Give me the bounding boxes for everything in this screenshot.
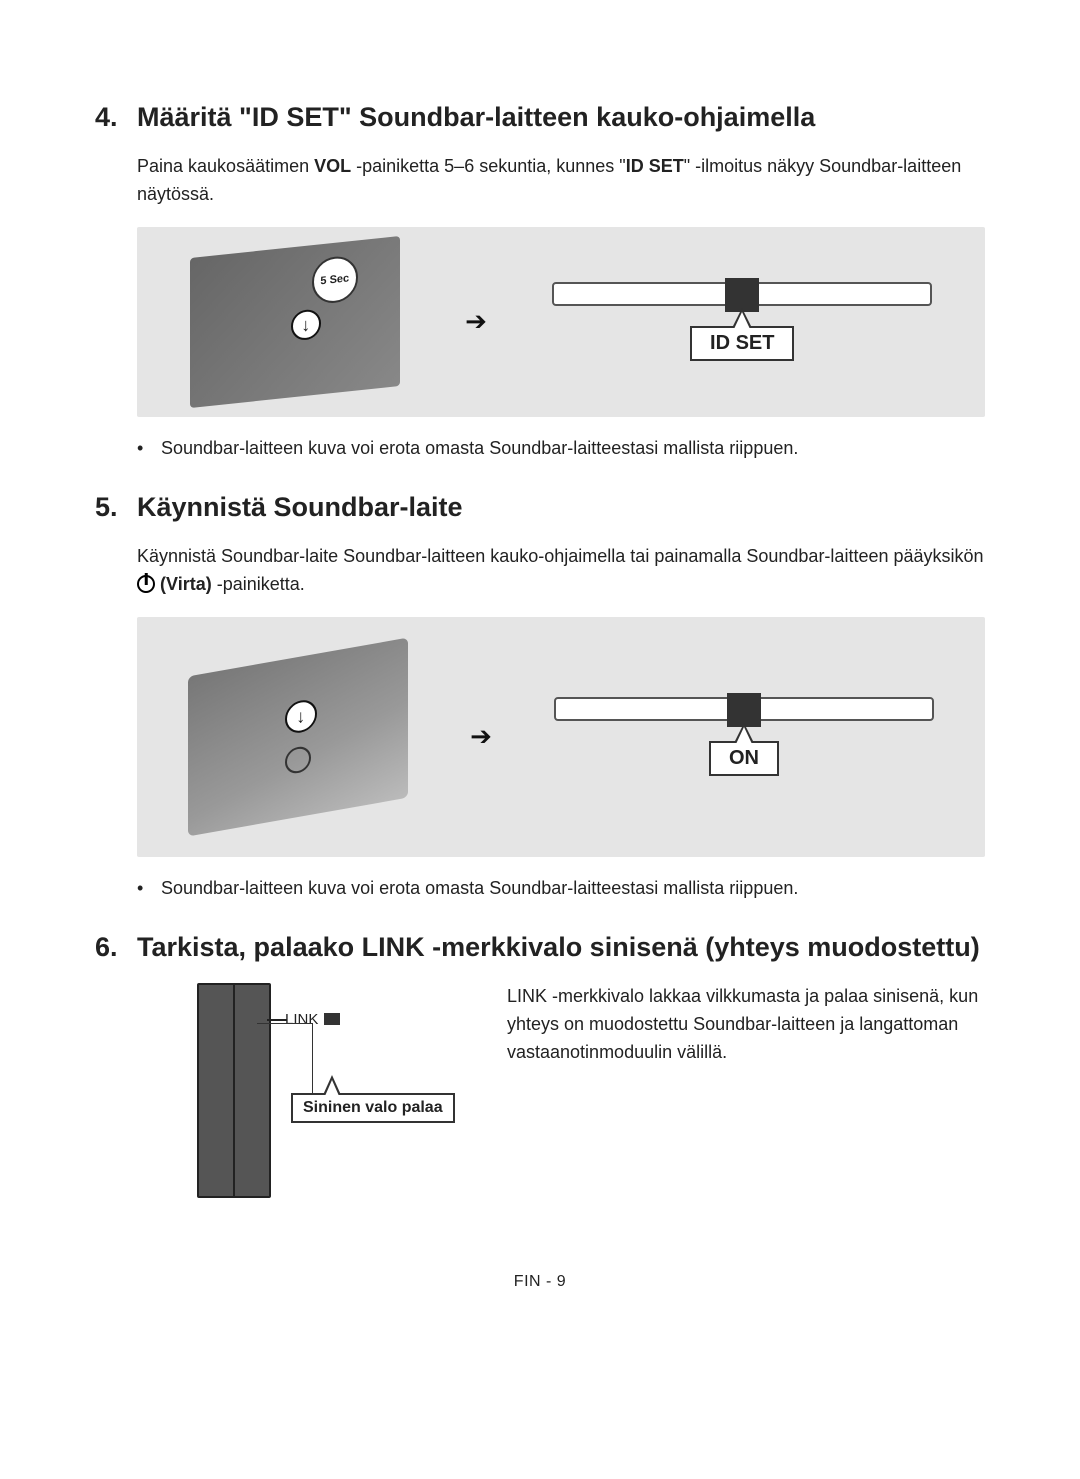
arrow-right-icon: ➔ bbox=[465, 306, 487, 337]
section-4: 4. Määritä "ID SET" Soundbar-laitteen ka… bbox=[95, 100, 985, 462]
section-6-body: LINK -merkkivalo lakkaa vilkkumasta ja p… bbox=[507, 983, 985, 1233]
page-footer: FIN - 9 bbox=[95, 1273, 985, 1291]
arrow-right-icon: ➔ bbox=[470, 721, 492, 752]
led-icon bbox=[324, 1013, 340, 1025]
press-arrow-icon: ↓ bbox=[285, 697, 317, 735]
figure-idset: 5 Sec ↓ ➔ ID SET bbox=[137, 227, 985, 417]
heading-title: Käynnistä Soundbar-laite bbox=[137, 490, 463, 525]
heading-6: 6. Tarkista, palaako LINK -merkkivalo si… bbox=[95, 930, 985, 965]
bullet-4: • Soundbar-laitteen kuva voi erota omast… bbox=[137, 435, 985, 462]
timer-icon: 5 Sec bbox=[311, 254, 357, 305]
heading-title: Tarkista, palaako LINK -merkkivalo sinis… bbox=[137, 930, 980, 965]
soundbar-icon bbox=[554, 697, 934, 721]
heading-title: Määritä "ID SET" Soundbar-laitteen kauko… bbox=[137, 100, 815, 135]
bullet-dot-icon: • bbox=[137, 875, 161, 902]
section-5-body: Käynnistä Soundbar-laite Soundbar-laitte… bbox=[137, 543, 985, 599]
soundbar-icon bbox=[552, 282, 932, 306]
power-panel-illustration: ↓ bbox=[188, 637, 408, 836]
heading-number: 6. bbox=[95, 930, 137, 965]
remote-illustration: 5 Sec ↓ bbox=[190, 236, 400, 408]
power-button-icon bbox=[285, 744, 311, 775]
figure-on: ↓ ➔ ON bbox=[137, 617, 985, 857]
section-6: 6. Tarkista, palaako LINK -merkkivalo si… bbox=[95, 930, 985, 1233]
link-row: LINK Sininen valo palaa LINK -merkkivalo… bbox=[137, 983, 985, 1233]
soundbar-idset: ID SET bbox=[552, 282, 932, 361]
press-arrow-icon: ↓ bbox=[290, 308, 320, 341]
power-icon bbox=[137, 575, 155, 593]
link-callout: Sininen valo palaa bbox=[291, 1093, 455, 1123]
bullet-dot-icon: • bbox=[137, 435, 161, 462]
soundbar-on: ON bbox=[554, 697, 934, 776]
bullet-5: • Soundbar-laitteen kuva voi erota omast… bbox=[137, 875, 985, 902]
heading-4: 4. Määritä "ID SET" Soundbar-laitteen ka… bbox=[95, 100, 985, 135]
callout-leader bbox=[257, 1023, 313, 1095]
leader-line bbox=[267, 1019, 287, 1021]
heading-number: 5. bbox=[95, 490, 137, 525]
idset-callout: ID SET bbox=[690, 326, 794, 361]
heading-5: 5. Käynnistä Soundbar-laite bbox=[95, 490, 985, 525]
heading-number: 4. bbox=[95, 100, 137, 135]
on-callout: ON bbox=[709, 741, 779, 776]
figure-link: LINK Sininen valo palaa bbox=[137, 983, 467, 1233]
section-4-body: Paina kaukosäätimen VOL -painiketta 5–6 … bbox=[137, 153, 985, 209]
section-5: 5. Käynnistä Soundbar-laite Käynnistä So… bbox=[95, 490, 985, 902]
